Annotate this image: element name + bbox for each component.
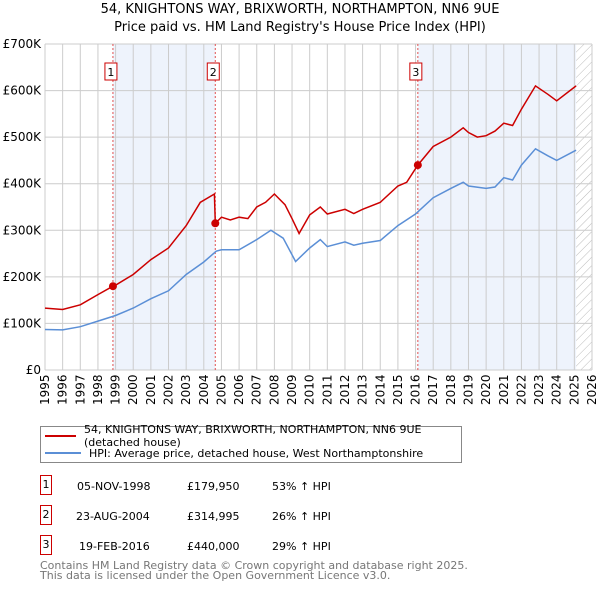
sale-hpi: 26% ↑ HPI — [272, 510, 331, 523]
sale-badge: 3 — [40, 535, 52, 555]
x-tick-label: 2026 — [585, 374, 599, 405]
legend-item-property: 54, KNIGHTONS WAY, BRIXWORTH, NORTHAMPTO… — [45, 423, 461, 449]
legend-label: HPI: Average price, detached house, West… — [89, 446, 424, 460]
x-tick-label: 2012 — [338, 374, 352, 405]
sale-badge: 2 — [40, 505, 52, 525]
price-chart: 1995 1996 1997 1998 1999 2000 2001 2002 2003 2004… — [3, 37, 599, 405]
y-tick-label: £400K — [3, 177, 43, 191]
sale-price: £314,995 — [187, 510, 240, 523]
y-tick-label: £300K — [3, 223, 43, 237]
shaded-period — [417, 44, 577, 370]
x-tick-label: 2025 — [567, 374, 581, 405]
x-tick-label: 2003 — [179, 374, 193, 405]
sale-date: 19-FEB-2016 — [79, 540, 150, 553]
sale-point — [413, 161, 422, 170]
sale-hpi: 53% ↑ HPI — [272, 480, 331, 493]
legend-item-hpi: HPI: Average price, detached house, West… — [45, 445, 423, 461]
y-tick-label: £200K — [3, 270, 43, 284]
x-tick-label: 2024 — [550, 374, 564, 405]
sale-label-box — [409, 62, 423, 81]
x-tick-label: 2013 — [356, 374, 370, 405]
sale-price: £440,000 — [187, 540, 240, 553]
x-tick-label: 2023 — [532, 374, 546, 405]
sale-label: 1 — [107, 66, 114, 79]
sale-point — [108, 282, 117, 291]
hpi-line — [44, 147, 577, 331]
x-tick-label: 2008 — [267, 374, 281, 405]
sale-hpi: 29% ↑ HPI — [272, 540, 331, 553]
property-price-line — [44, 84, 577, 311]
x-tick-label: 2022 — [514, 374, 528, 405]
x-tick-label: 2002 — [162, 374, 176, 405]
x-tick-label: 2019 — [461, 374, 475, 405]
x-tick-label: 2018 — [444, 374, 458, 405]
sale-badge: 1 — [40, 475, 52, 495]
sale-label-box — [104, 62, 118, 81]
shaded-period — [112, 44, 216, 370]
blue-line-swatch — [45, 452, 81, 454]
x-tick-label: 1995 — [38, 374, 52, 405]
x-tick-label: 1998 — [91, 374, 105, 405]
subtitle-line: Price paid vs. HM Land Registry's House … — [114, 20, 486, 35]
forecast-hatch — [576, 44, 592, 370]
red-line-swatch — [45, 435, 76, 437]
y-tick-label: £500K — [3, 130, 43, 144]
x-tick-label: 2015 — [391, 374, 405, 405]
y-tick-label: £100K — [3, 316, 43, 330]
x-tick-label: 2009 — [285, 374, 299, 405]
chart-title: 54, KNIGHTONS WAY, BRIXWORTH, NORTHAMPTO… — [0, 1, 600, 37]
x-tick-label: 1996 — [56, 374, 70, 405]
x-tick-label: 2006 — [232, 374, 246, 405]
sale-date: 23-AUG-2004 — [76, 510, 150, 523]
y-tick-label: £0 — [26, 363, 41, 377]
footer: Contains HM Land Registry data © Crown c… — [40, 559, 468, 582]
sale-price: £179,950 — [187, 480, 240, 493]
sale-label: 2 — [210, 66, 217, 79]
x-tick-label: 2017 — [426, 374, 440, 405]
x-tick-label: 2005 — [214, 374, 228, 405]
x-tick-label: 2007 — [250, 374, 264, 405]
x-tick-label: 2001 — [144, 374, 158, 405]
x-tick-label: 2000 — [126, 374, 140, 405]
sale-point — [211, 219, 220, 228]
sale-label: 3 — [412, 66, 419, 79]
x-tick-label: 2010 — [303, 374, 317, 405]
legend-label: 54, KNIGHTONS WAY, BRIXWORTH, NORTHAMPTO… — [84, 423, 422, 449]
legend: 54, KNIGHTONS WAY, BRIXWORTH, NORTHAMPTO… — [40, 423, 462, 463]
x-tick-label: 2011 — [320, 374, 334, 405]
sale-label-box — [206, 62, 220, 81]
y-tick-label: £600K — [3, 84, 43, 98]
footer-line: This data is licensed under the Open Gov… — [40, 569, 391, 582]
x-tick-label: 1999 — [109, 374, 123, 405]
footer-line: Contains HM Land Registry data © Crown c… — [40, 559, 468, 572]
x-tick-label: 2014 — [373, 374, 387, 405]
x-tick-label: 2020 — [479, 374, 493, 405]
x-tick-label: 2016 — [409, 374, 423, 405]
x-tick-label: 2004 — [197, 374, 211, 405]
sale-date: 05-NOV-1998 — [77, 480, 151, 493]
y-tick-label: £700K — [3, 37, 43, 51]
title-line: 54, KNIGHTONS WAY, BRIXWORTH, NORTHAMPTO… — [100, 2, 500, 17]
x-tick-label: 1997 — [73, 374, 87, 405]
x-tick-label: 2021 — [497, 374, 511, 405]
